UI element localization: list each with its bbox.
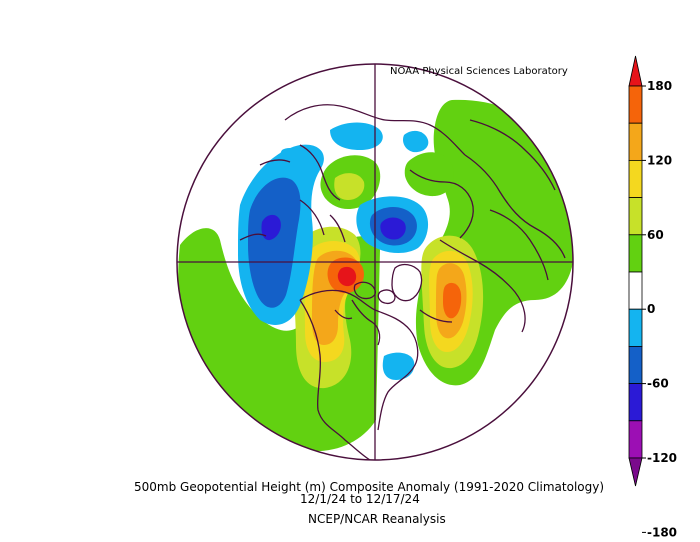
credit-text: NOAA Physical Sciences Laboratory bbox=[390, 66, 568, 77]
caption-dates: 12/1/24 to 12/17/24 bbox=[300, 492, 420, 506]
map-grid-lines bbox=[177, 64, 573, 460]
colorbar-swatch bbox=[628, 271, 643, 310]
colorbar-swatch bbox=[628, 308, 643, 347]
colorbar: 180 120 60 0 -60 -120 -180 bbox=[628, 55, 677, 539]
colorbar-labels: 180 120 60 0 -60 -120 -180 bbox=[642, 79, 677, 539]
anomaly-shading bbox=[178, 99, 573, 452]
coastlines bbox=[239, 104, 566, 460]
colorbar-label: 120 bbox=[647, 153, 672, 167]
colorbar-label: -120 bbox=[647, 451, 677, 465]
caption-title: 500mb Geopotential Height (m) Composite … bbox=[134, 480, 605, 494]
colorbar-swatch bbox=[628, 420, 643, 459]
colorbar-swatch bbox=[628, 85, 643, 124]
caption-source: NCEP/NCAR Reanalysis bbox=[308, 512, 446, 526]
colorbar-swatches bbox=[628, 55, 643, 487]
colorbar-swatch bbox=[628, 383, 643, 422]
colorbar-label: -60 bbox=[647, 377, 669, 391]
colorbar-swatch bbox=[628, 197, 643, 236]
polar-map bbox=[177, 64, 573, 460]
colorbar-label: -180 bbox=[647, 525, 677, 539]
colorbar-label: 180 bbox=[647, 79, 672, 93]
colorbar-cap-top bbox=[628, 55, 643, 87]
colorbar-label: 0 bbox=[647, 302, 655, 316]
map-border bbox=[176, 63, 574, 461]
colorbar-swatch bbox=[628, 122, 643, 161]
colorbar-swatch bbox=[628, 159, 643, 198]
colorbar-swatch bbox=[628, 234, 643, 273]
colorbar-cap-bottom bbox=[628, 457, 643, 487]
colorbar-swatch bbox=[628, 345, 643, 384]
colorbar-label: 60 bbox=[647, 228, 664, 242]
